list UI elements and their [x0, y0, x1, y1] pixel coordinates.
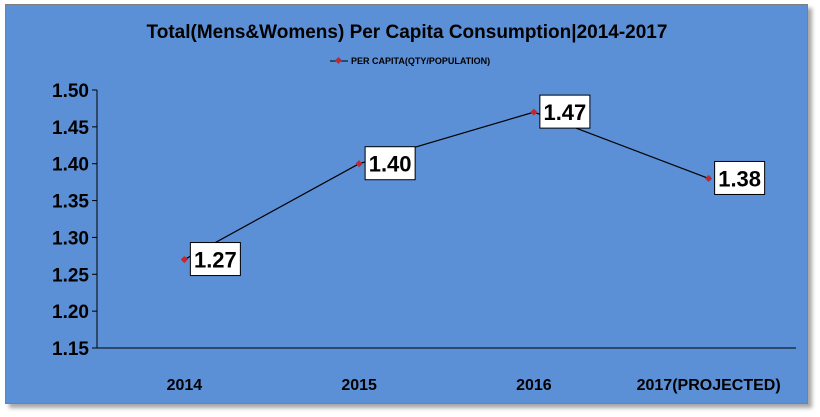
data-label: 1.47 — [543, 100, 586, 125]
x-tick-labels: 2014 2015 2016 2017(PROJECTED) — [167, 377, 781, 394]
data-point-marker — [530, 108, 538, 116]
x-tick-label: 2014 — [167, 377, 203, 394]
axes — [96, 90, 796, 349]
y-tick-label: 1.40 — [52, 155, 89, 176]
data-label: 1.27 — [194, 248, 237, 273]
y-tick-label: 1.30 — [52, 228, 89, 249]
series-line-group — [180, 108, 713, 264]
data-point-marker — [705, 174, 713, 182]
data-labels: 1.27 1.40 1.47 1.38 — [189, 94, 766, 277]
y-tick-label: 1.50 — [52, 81, 89, 102]
y-tick-label: 1.45 — [52, 118, 89, 139]
x-tick-label: 2016 — [516, 377, 552, 394]
x-tick-label: 2015 — [341, 377, 377, 394]
data-label-box — [714, 160, 766, 195]
series-line — [184, 111, 709, 261]
legend-marker — [334, 56, 343, 65]
data-label: 1.38 — [718, 166, 761, 191]
y-tick-label: 1.25 — [52, 265, 89, 286]
chart-area: Total(Mens&Womens) Per Capita Consumptio… — [5, 4, 808, 404]
data-label-box — [364, 146, 416, 181]
chart-title: Total(Mens&Womens) Per Capita Consumptio… — [147, 22, 668, 43]
legend: PER CAPITA(QTY/POPULATION) — [330, 56, 490, 66]
chart-svg: Total(Mens&Womens) Per Capita Consumptio… — [52, 22, 796, 394]
y-tick-label: 1.15 — [52, 339, 89, 360]
data-label-box — [189, 242, 241, 277]
x-tick-label: 2017(PROJECTED) — [637, 377, 781, 394]
y-tick-labels: 1.50 1.45 1.40 1.35 1.30 1.25 1.20 1.15 — [52, 81, 97, 360]
legend-label: PER CAPITA(QTY/POPULATION) — [351, 56, 490, 66]
data-point-marker — [180, 256, 188, 264]
data-label-box — [539, 94, 591, 129]
y-tick-label: 1.35 — [52, 192, 89, 213]
data-point-marker — [355, 160, 363, 168]
y-tick-label: 1.20 — [52, 302, 89, 323]
data-label: 1.40 — [369, 152, 412, 177]
